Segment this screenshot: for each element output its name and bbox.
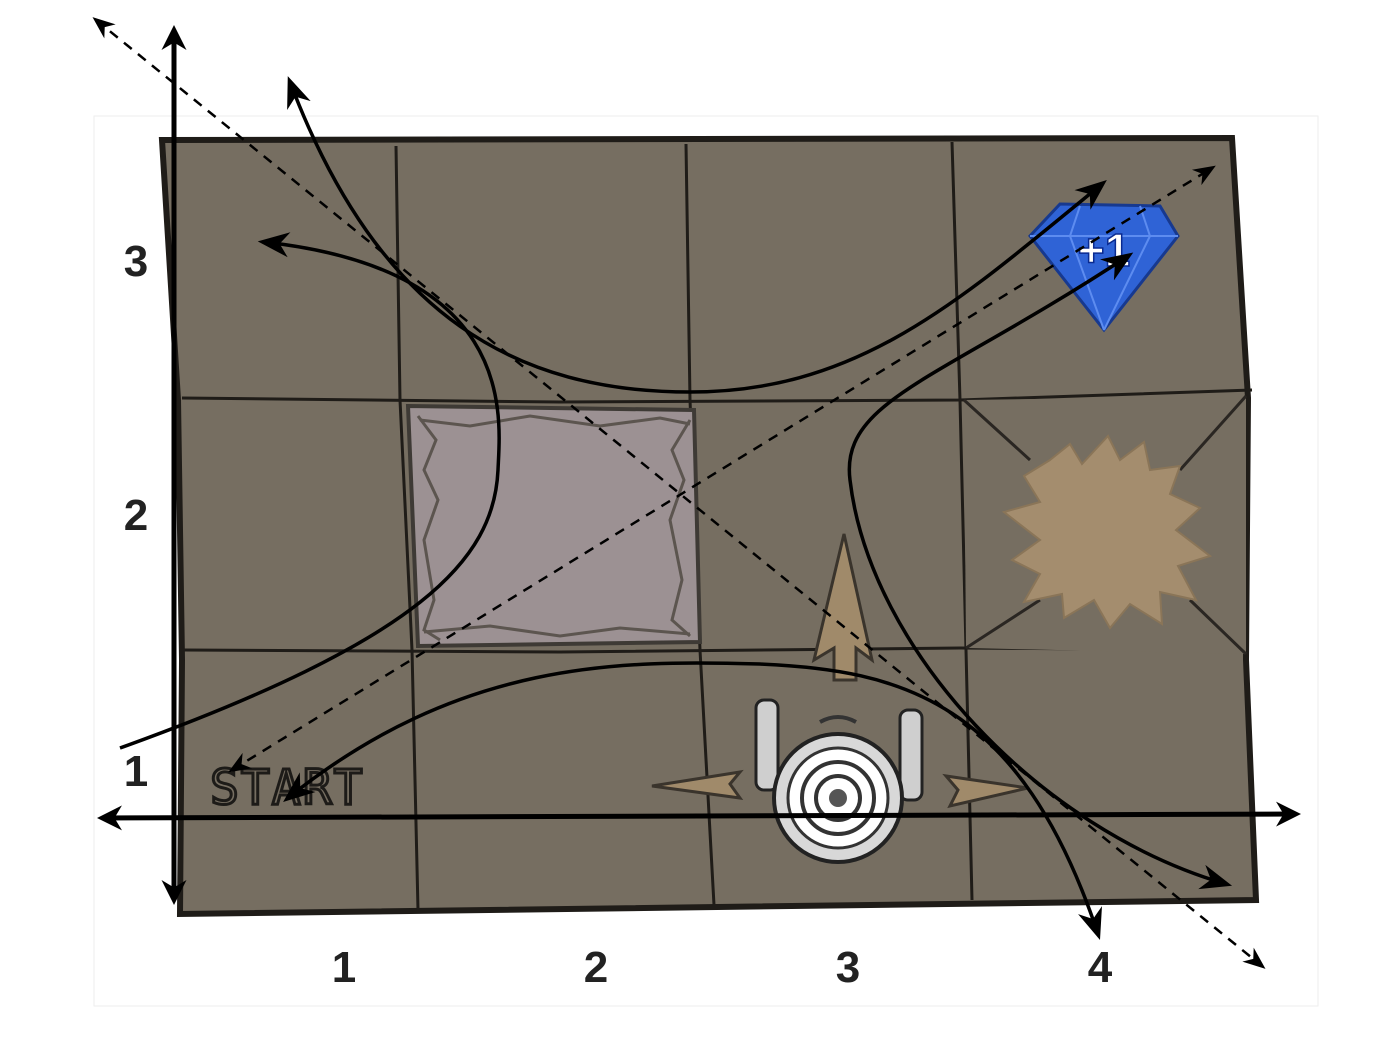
x-tick-label: 3 [836,943,860,992]
x-axis [97,801,1301,831]
x-tick-label: 1 [332,943,356,992]
trap-splat-tile [962,395,1248,656]
x-tick-label: 2 [584,943,608,992]
gem-label: +1 [1078,224,1130,276]
coordinate-axes [97,24,1301,905]
x-tick-labels: 1 2 3 4 [332,943,1113,992]
branch-top [287,76,1107,394]
y-tick-labels: 1 2 3 [124,237,148,796]
y-tick-label: 2 [124,491,148,540]
x-tick-label: 4 [1088,943,1113,992]
y-tick-label: 3 [124,237,148,286]
stone-pit-tile [405,403,703,649]
branch-left [119,232,501,750]
y-tick-label: 1 [124,747,148,796]
branch-bottom [283,661,1102,940]
